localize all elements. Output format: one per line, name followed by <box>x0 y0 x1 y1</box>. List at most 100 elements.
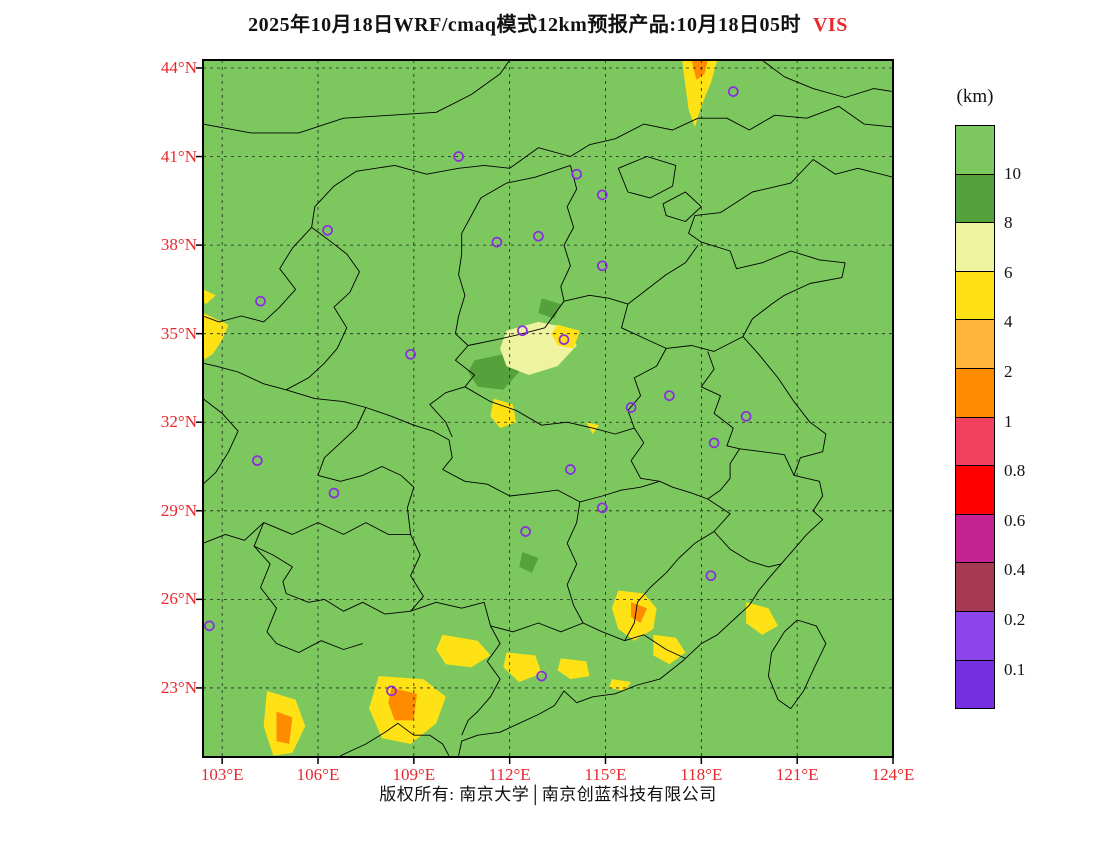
province-boundary <box>464 386 635 435</box>
vis-contour-yellow <box>203 289 216 305</box>
lat-tick-label: 35°N <box>160 323 197 343</box>
city-marker <box>204 620 215 632</box>
colorbar-tick-label: 0.2 <box>1004 610 1026 629</box>
province-boundary <box>454 197 565 346</box>
lat-tick-label: 38°N <box>160 235 197 255</box>
city-marker <box>533 230 544 242</box>
colorbar-tick-label: 8 <box>1004 213 1013 233</box>
colorbar-segment-7 <box>955 465 995 515</box>
city-marker <box>596 189 608 201</box>
city-marker <box>625 402 637 413</box>
lon-tick-label: 109°E <box>392 765 436 784</box>
city-marker <box>255 295 266 307</box>
lon-tick-label: 112°E <box>488 765 531 784</box>
colorbar-segment-10 <box>955 610 995 661</box>
province-boundary <box>560 165 578 302</box>
colorbar-unit-label: (km) <box>956 86 994 107</box>
vis-contour-yellow <box>653 634 686 665</box>
province-boundary <box>617 156 677 199</box>
colorbar-segment-5 <box>955 367 995 418</box>
lat-tick-label: 23°N <box>160 677 197 697</box>
colorbar-tick-label: 2 <box>1004 362 1013 381</box>
province-boundary <box>458 159 894 756</box>
province-boundary <box>627 244 699 305</box>
city-marker <box>491 236 503 248</box>
province-boundary <box>630 427 660 482</box>
colorbar-tick-label: 0.4 <box>1004 560 1026 580</box>
city-marker <box>405 348 416 360</box>
lon-tick-label: 124°E <box>871 765 915 784</box>
lat-tick-label: 41°N <box>160 146 197 166</box>
city-marker <box>705 570 717 582</box>
city-marker <box>596 260 608 272</box>
colorbar-tick-label: 6 <box>1004 262 1013 282</box>
city-marker <box>565 464 576 475</box>
vis-contour-yellow <box>746 602 778 635</box>
province-boundary <box>311 105 894 228</box>
city-marker <box>328 487 340 499</box>
city-marker <box>571 168 583 180</box>
title-variable-vis: VIS <box>812 14 848 36</box>
city-marker <box>520 526 531 537</box>
province-boundary <box>202 59 511 134</box>
vis-contour-dark-green <box>519 552 539 573</box>
map-background <box>203 60 893 757</box>
lon-tick-label: 115°E <box>584 765 627 784</box>
vis-contour-orange <box>276 711 293 744</box>
city-marker <box>727 86 739 97</box>
province-boundary <box>566 501 584 624</box>
province-boundary <box>253 545 293 594</box>
colorbar-segment-9 <box>955 562 995 612</box>
vis-contour-orange <box>691 60 708 80</box>
province-boundary <box>579 480 782 568</box>
province-boundary <box>202 398 239 485</box>
vis-contour-yellow <box>203 313 229 361</box>
city-marker <box>386 685 397 697</box>
colorbar <box>955 125 995 710</box>
province-boundary <box>253 522 363 653</box>
province-boundary <box>340 722 450 757</box>
vis-contour-yellow <box>436 634 491 668</box>
city-marker <box>708 437 720 449</box>
province-boundary <box>700 351 741 500</box>
city-marker <box>453 151 464 162</box>
lat-tick-label: 32°N <box>160 412 197 432</box>
city-marker <box>517 325 528 337</box>
lat-tick-label: 29°N <box>160 500 197 520</box>
province-boundary <box>317 466 415 535</box>
colorbar-tick-label: 0.8 <box>1004 461 1026 481</box>
lat-tick-label: 26°N <box>160 589 197 609</box>
province-boundary <box>761 59 894 98</box>
page-title: 2025年10月18日WRF/cmaq模式12km预报产品:10月18日05时 V… <box>168 8 928 37</box>
city-marker <box>558 334 570 345</box>
city-marker <box>322 224 333 236</box>
colorbar-segment-0 <box>955 125 995 175</box>
city-marker <box>536 670 547 682</box>
province-boundary <box>662 191 702 222</box>
vis-contour-yellow <box>551 324 580 349</box>
colorbar-tick-label: 0.1 <box>1004 659 1026 679</box>
colorbar-tick-label: 1 <box>1004 411 1013 431</box>
lon-tick-label: 121°E <box>775 765 819 784</box>
colorbar-segment-6 <box>955 416 995 467</box>
colorbar-segment-1 <box>955 173 995 224</box>
province-boundary <box>624 531 715 641</box>
province-boundary <box>317 407 367 476</box>
colorbar-tick-label: 4 <box>1004 312 1013 332</box>
colorbar-segment-4 <box>955 319 995 369</box>
city-marker <box>664 390 675 402</box>
copyright-text: 版权所有: 南京大学│南京创蓝科技有限公司 <box>379 785 717 804</box>
province-boundary <box>202 522 411 544</box>
province-boundary <box>410 534 686 659</box>
map-canvas <box>196 59 894 764</box>
vis-contour-orange <box>388 687 417 721</box>
colorbar-segment-8 <box>955 513 995 564</box>
city-marker <box>596 502 608 514</box>
province-boundary <box>442 469 581 503</box>
colorbar-tick-label: 0.6 <box>1004 510 1026 530</box>
vis-contour-yellow <box>503 652 542 682</box>
city-marker <box>251 455 263 466</box>
vis-contour-yellow <box>682 60 718 127</box>
province-boundary <box>202 227 360 391</box>
